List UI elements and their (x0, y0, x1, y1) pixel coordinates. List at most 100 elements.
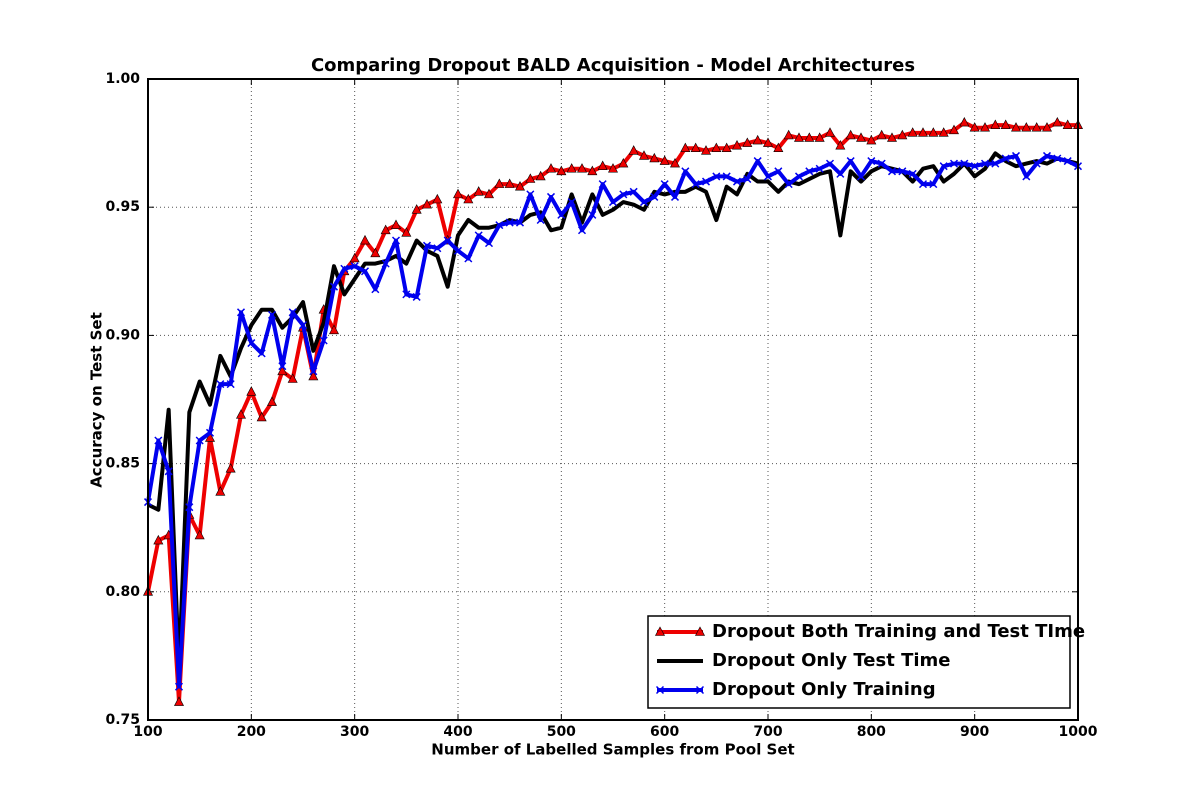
marker (866, 134, 877, 145)
marker (732, 140, 742, 150)
x-tick-label: 600 (650, 724, 679, 740)
marker (536, 215, 545, 225)
marker (649, 152, 660, 163)
marker (969, 122, 980, 132)
x-tick-label: 100 (133, 724, 162, 740)
marker (825, 159, 835, 168)
marker (484, 188, 494, 199)
y-tick-label: 0.85 (105, 456, 140, 472)
marker (949, 124, 959, 135)
marker (908, 169, 917, 178)
marker (608, 163, 618, 173)
marker (691, 180, 700, 189)
marker (990, 119, 1001, 129)
marker (752, 134, 763, 145)
legend-label: Dropout Only Test Time (712, 650, 951, 671)
y-tick-label: 0.75 (105, 712, 140, 728)
marker (949, 159, 959, 168)
marker (453, 246, 463, 255)
marker (474, 231, 483, 240)
marker (1021, 122, 1032, 132)
marker (619, 190, 628, 199)
marker (846, 157, 855, 166)
marker (628, 145, 639, 155)
marker (463, 193, 474, 204)
marker (763, 137, 773, 147)
x-tick-label: 700 (753, 724, 782, 740)
marker (1063, 157, 1072, 166)
x-axis-label: Number of Labelled Samples from Pool Set (431, 741, 794, 759)
marker (371, 285, 380, 294)
marker (907, 127, 918, 137)
marker (784, 180, 793, 189)
marker (205, 428, 215, 437)
marker (401, 227, 412, 237)
x-tick-label: 300 (340, 724, 369, 740)
marker (773, 142, 784, 153)
marker (505, 218, 514, 227)
marker (473, 186, 484, 196)
marker (308, 370, 319, 381)
series-line (147, 151, 1079, 671)
x-tick-label: 400 (443, 724, 472, 740)
marker (298, 321, 308, 330)
marker (629, 187, 638, 196)
marker (246, 386, 257, 396)
marker (215, 486, 226, 496)
marker (650, 192, 659, 201)
marker (1042, 151, 1052, 160)
marker (256, 411, 267, 422)
marker (742, 137, 753, 147)
marker (970, 162, 979, 171)
marker (825, 127, 835, 137)
marker (432, 193, 443, 204)
marker (340, 264, 349, 273)
marker (174, 696, 184, 706)
marker (938, 127, 949, 137)
marker (1022, 172, 1031, 181)
marker (443, 236, 452, 245)
y-tick-label: 1.00 (105, 71, 140, 87)
marker (1011, 151, 1021, 160)
x-tick-label: 500 (547, 724, 576, 740)
marker (660, 180, 669, 189)
marker (805, 167, 814, 176)
marker (567, 198, 576, 207)
marker (588, 210, 597, 219)
marker (1032, 159, 1041, 168)
marker (681, 167, 690, 176)
marker (453, 188, 463, 199)
marker (1042, 122, 1052, 132)
marker (794, 172, 804, 181)
marker (309, 367, 318, 376)
marker (164, 467, 173, 476)
marker (226, 380, 235, 389)
marker (391, 219, 401, 229)
x-tick-label: 200 (237, 724, 266, 740)
marker (236, 409, 246, 419)
marker (639, 198, 649, 207)
y-tick-label: 0.90 (105, 327, 140, 343)
marker (391, 236, 401, 245)
legend-box (647, 615, 1071, 709)
marker (556, 165, 567, 176)
marker (711, 142, 722, 153)
marker (618, 157, 629, 168)
marker (743, 174, 752, 184)
marker (597, 160, 608, 170)
marker (980, 159, 990, 168)
marker (690, 142, 701, 153)
marker (991, 159, 1000, 168)
x-tick-label: 1000 (1059, 724, 1098, 740)
marker (928, 127, 939, 137)
marker (1053, 154, 1062, 163)
marker (856, 172, 866, 181)
marker (887, 132, 897, 142)
marker (402, 290, 411, 299)
legend-marker (695, 685, 705, 695)
marker (960, 159, 969, 168)
marker (722, 172, 731, 181)
marker (349, 252, 360, 263)
marker (287, 373, 298, 383)
